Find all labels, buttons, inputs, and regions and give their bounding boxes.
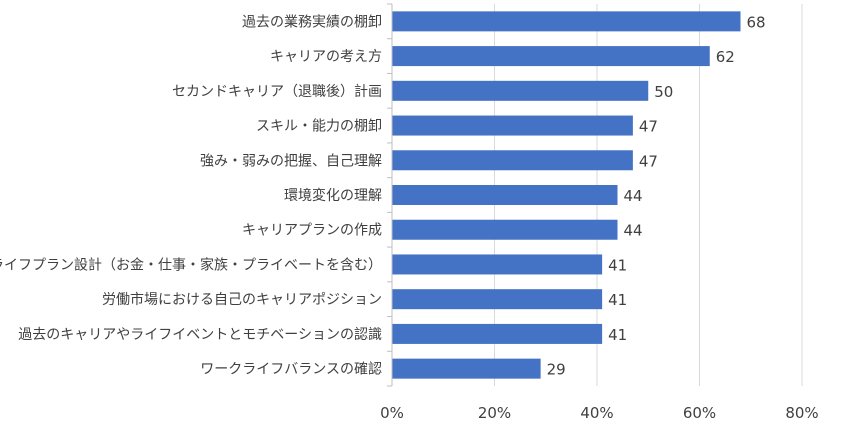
x-tick-label: 80%: [785, 404, 818, 422]
category-label: 過去のキャリアやライフイベントとモチベーションの認識: [18, 327, 382, 343]
category-label: キャリアプランの作成: [242, 223, 382, 239]
value-label: 62: [716, 48, 735, 66]
bar: [392, 323, 603, 344]
category-label: セカンドキャリア（退職後）計画: [172, 84, 382, 100]
bars: [392, 11, 741, 379]
x-tick-label: 20%: [478, 404, 511, 422]
bar: [392, 11, 741, 32]
category-label: 労働市場における自己のキャリアポジション: [102, 291, 382, 308]
value-label: 68: [747, 13, 766, 31]
category-label: キャリアの考え方: [270, 49, 382, 65]
bar: [392, 289, 603, 310]
category-labels: 過去の業務実績の棚卸キャリアの考え方セカンドキャリア（退職後）計画スキル・能力の…: [0, 14, 382, 377]
value-labels: 68 62 50 47 47 44 44 41 41 41 29: [547, 13, 766, 378]
value-label: 41: [608, 326, 627, 344]
category-label: ライフプラン設計（お金・仕事・家族・プライベートを含む）: [0, 256, 382, 273]
value-label: 41: [608, 256, 627, 274]
value-label: 44: [624, 187, 643, 205]
bar: [392, 115, 633, 136]
bar: [392, 185, 618, 205]
bar: [392, 219, 618, 240]
bar: [392, 150, 633, 171]
value-label: 29: [547, 361, 566, 379]
bar: [392, 358, 541, 379]
bar: [392, 80, 649, 101]
x-tick-label: 60%: [683, 404, 716, 422]
bar: [392, 254, 603, 275]
value-label: 47: [639, 118, 658, 136]
y-axis: [387, 3, 393, 387]
category-label: 環境変化の理解: [284, 187, 382, 204]
value-label: 41: [608, 291, 627, 309]
value-label: 47: [639, 152, 658, 170]
category-label: 強み・弱みの把握、自己理解: [200, 153, 382, 169]
category-label: ワークライフバランスの確認: [200, 362, 382, 378]
x-tick-label: 40%: [580, 404, 613, 422]
category-label: スキル・能力の棚卸: [256, 119, 382, 135]
value-label: 50: [654, 83, 673, 101]
category-label: 過去の業務実績の棚卸: [242, 14, 382, 30]
value-label: 44: [624, 222, 643, 240]
x-tick-label: 0%: [380, 404, 404, 422]
bar: [392, 46, 710, 67]
x-tick-labels: 0% 20% 40% 60% 80%: [380, 404, 819, 422]
